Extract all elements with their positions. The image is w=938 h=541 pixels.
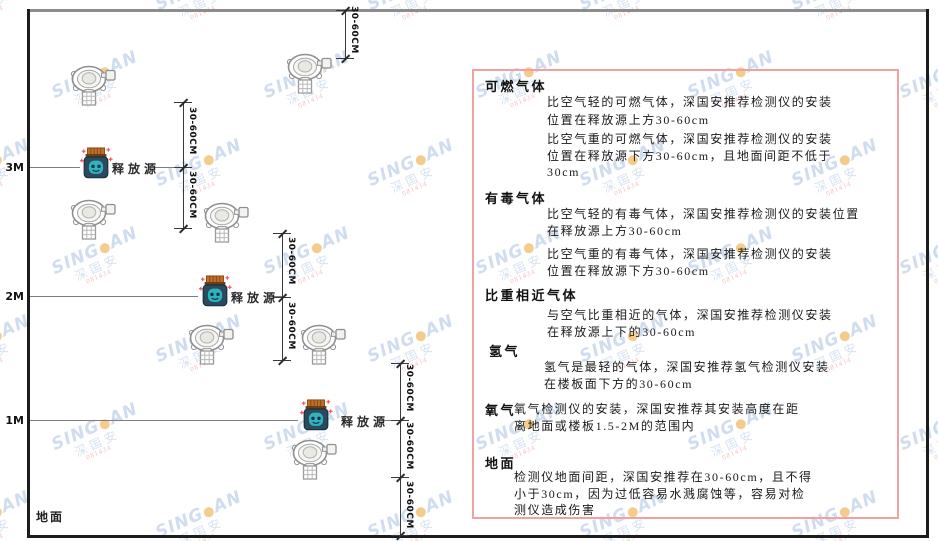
section-text-line: 比空气轻的可燃气体，深国安推荐检测仪的安装 (547, 95, 833, 109)
level-line-2m-right (272, 296, 282, 297)
axis-label-2m: 2M (5, 290, 24, 303)
section-text-line: 比空气轻的有毒气体，深国安推荐检测仪的安装位置 (547, 207, 860, 221)
dimension-label: 30-60CM (187, 107, 197, 155)
section-text-line: 氧气检测仪的安装，深国安推荐其安装高度在距 (514, 402, 800, 416)
release-source-icon (198, 274, 232, 309)
ceiling-line (28, 9, 928, 12)
dimension-label: 30-60CM (404, 481, 414, 529)
section-text-line: 位置在释放源下方30-60cm，且地面间距不低于 (547, 149, 833, 163)
release-source-label: 释放源 (341, 415, 390, 429)
gas-detector-icon (70, 198, 116, 240)
gas-detector-icon (70, 64, 116, 106)
section-title: 比重相近气体 (485, 288, 579, 303)
right-wall-line (926, 9, 929, 538)
gas-detector-icon (286, 52, 332, 94)
section-title: 地面 (485, 456, 517, 471)
section-text-line: 在楼板面下方的30-60cm (544, 377, 694, 391)
section-text-line: 比空气重的可燃气体，深国安推荐检测仪的安装 (547, 132, 833, 146)
ground-label: 地面 (36, 510, 65, 524)
dimension-label: 30-60CM (286, 237, 296, 285)
gas-detector-icon (188, 323, 234, 365)
dimension-label: 30-60CM (404, 364, 414, 412)
section-text-line: 检测仪地面间距，深国安推荐在30-60cm，且不得 (514, 470, 813, 484)
release-source-label: 释放源 (231, 291, 280, 305)
section-text-line: 比空气重的有毒气体，深国安推荐检测仪的安装 (547, 247, 833, 261)
section-text-line: 位置在释放源上方30-60cm (547, 113, 710, 127)
section-text-line: 小于30cm，因为过低容易水溅腐蚀等，容易对检 (514, 487, 806, 501)
section-text-line: 测仪造成伤害 (514, 503, 596, 517)
section-text-line: 与空气比重相近的气体，深国安推荐检测仪安装 (547, 308, 833, 322)
section-text-line: 在释放源上下的30-60cm (547, 325, 697, 339)
level-line-1m (30, 420, 298, 421)
release-source-label: 释放源 (112, 162, 161, 176)
section-title: 氢气 (489, 344, 521, 359)
axis-label-3m: 3M (5, 161, 24, 174)
section-text-line: 位置在释放源下方30-60cm (547, 264, 710, 278)
dimension-label: 30-60CM (349, 6, 359, 54)
level-line-2m (30, 296, 198, 297)
section-title: 有毒气体 (485, 191, 548, 206)
dimension-line (345, 10, 346, 58)
section-text-line: 在释放源上方30-60cm (547, 224, 683, 238)
gas-detector-icon (300, 323, 346, 365)
dimension-line (400, 363, 401, 535)
release-source-icon (79, 146, 113, 181)
gas-detector-icon (291, 438, 337, 480)
left-wall-line (27, 9, 30, 538)
info-panel: 可燃气体 比空气轻的可燃气体，深国安推荐检测仪的安装 位置在释放源上方30-60cm… (472, 69, 899, 519)
release-source-icon (299, 398, 333, 433)
section-text-line: 30cm (547, 165, 581, 179)
dimension-label: 30-60CM (286, 302, 296, 350)
section-title: 可燃气体 (485, 79, 548, 94)
level-line-3m-right (154, 167, 183, 168)
section-text-line: 氢气是最轻的气体，深国安推荐氢气检测仪安装 (544, 360, 830, 374)
axis-label-1m: 1M (5, 414, 24, 427)
gas-detector-icon (203, 201, 249, 243)
dimension-label: 30-60CM (404, 422, 414, 470)
floor-line (27, 535, 929, 538)
dimension-label: 30-60CM (187, 171, 197, 219)
section-text-line: 离地面或楼板1.5-2M的范围内 (514, 419, 696, 433)
level-line-3m (30, 167, 80, 168)
section-title: 氧气 (485, 403, 517, 418)
